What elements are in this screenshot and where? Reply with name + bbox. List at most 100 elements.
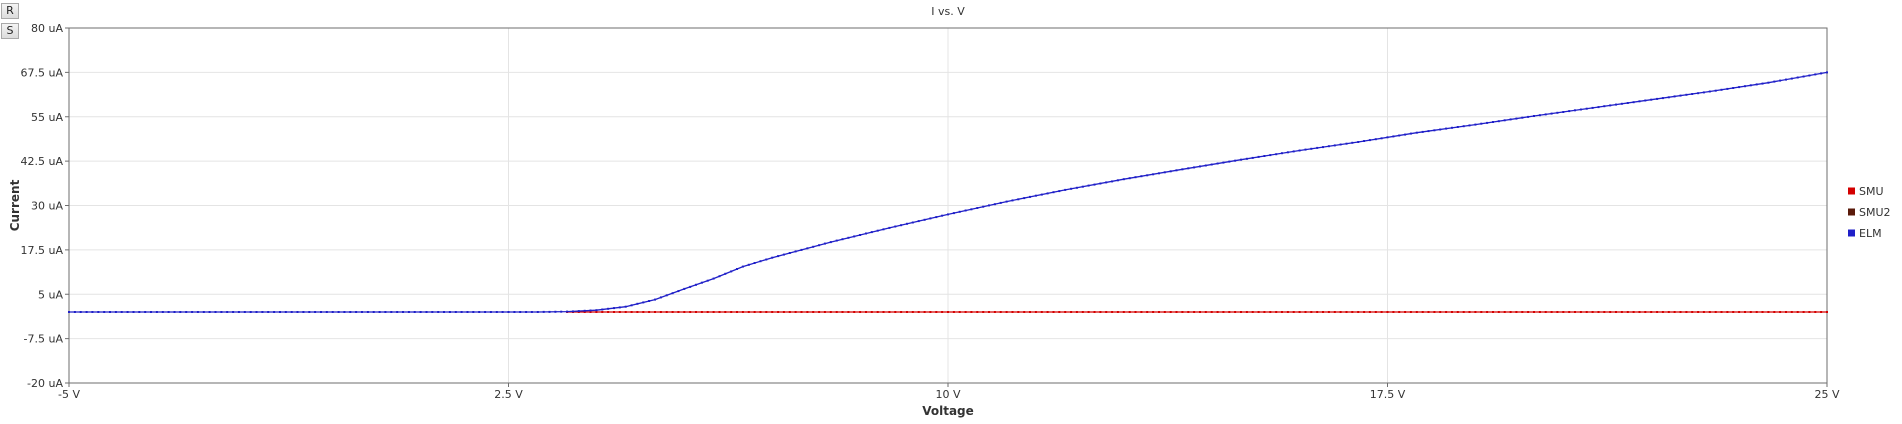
data-point xyxy=(103,311,106,313)
data-point xyxy=(1814,311,1817,313)
y-tick-label: 55 uA xyxy=(31,111,63,124)
legend-label: SMU xyxy=(1859,185,1884,198)
data-point xyxy=(1409,132,1412,135)
data-point xyxy=(1456,126,1459,128)
series-layer xyxy=(68,71,1828,313)
data-point xyxy=(700,281,703,284)
data-point xyxy=(1509,311,1512,313)
data-point xyxy=(1281,311,1283,313)
data-point xyxy=(1181,168,1184,171)
data-point xyxy=(1427,130,1430,133)
data-point xyxy=(1152,173,1155,176)
data-point xyxy=(741,311,744,313)
data-point xyxy=(1738,311,1741,313)
data-point xyxy=(1826,311,1828,313)
data-point xyxy=(1785,78,1787,81)
data-point xyxy=(1773,80,1776,83)
data-point xyxy=(196,311,199,313)
data-point xyxy=(343,311,346,313)
data-point xyxy=(355,311,358,313)
data-point xyxy=(1286,311,1289,313)
reset-button[interactable]: R xyxy=(1,3,19,19)
data-point xyxy=(167,311,170,313)
data-point xyxy=(85,311,88,313)
data-point xyxy=(1240,158,1242,161)
data-point xyxy=(214,311,217,313)
data-point xyxy=(917,220,920,223)
data-point xyxy=(1427,311,1430,313)
data-point xyxy=(1240,311,1242,313)
data-point xyxy=(1187,311,1190,313)
data-point xyxy=(155,311,158,313)
data-point xyxy=(1409,311,1412,313)
data-point xyxy=(1445,127,1448,130)
data-point xyxy=(1058,190,1061,193)
data-point xyxy=(1128,311,1131,313)
legend-item-elm: ELM xyxy=(1848,227,1882,240)
data-point xyxy=(947,311,949,313)
data-point xyxy=(1603,105,1606,108)
data-point xyxy=(208,311,211,313)
data-point xyxy=(1585,107,1588,110)
data-point xyxy=(865,232,867,235)
data-point xyxy=(1199,311,1201,313)
data-point xyxy=(1451,126,1453,129)
data-point xyxy=(249,311,252,313)
data-point xyxy=(448,311,451,313)
data-point xyxy=(947,213,949,216)
data-point xyxy=(999,201,1002,204)
data-point xyxy=(1456,311,1459,313)
data-point xyxy=(993,311,996,313)
y-axis: -20 uA -7.5 uA 5 uA 17.5 uA 30 uA 42.5 uA 55 u… xyxy=(21,22,69,390)
data-point xyxy=(900,311,903,313)
data-point xyxy=(484,311,487,313)
data-point xyxy=(1034,194,1037,197)
data-point xyxy=(1140,311,1143,313)
data-point xyxy=(1322,311,1324,313)
data-point xyxy=(372,311,375,313)
data-point xyxy=(1052,191,1055,194)
data-point xyxy=(202,311,205,313)
data-point xyxy=(1193,166,1196,169)
data-point xyxy=(782,311,785,313)
data-point xyxy=(753,311,756,313)
data-point xyxy=(1626,311,1629,313)
data-point xyxy=(607,311,610,313)
data-point xyxy=(648,311,651,313)
data-point xyxy=(706,311,709,313)
data-point xyxy=(952,212,955,215)
data-point xyxy=(1175,169,1178,172)
data-point xyxy=(888,226,891,229)
data-point xyxy=(923,218,926,221)
data-point xyxy=(1656,97,1659,100)
data-point xyxy=(1204,311,1207,313)
data-point xyxy=(120,311,123,313)
data-point xyxy=(812,245,815,248)
data-point xyxy=(788,311,791,313)
data-point xyxy=(1093,183,1096,186)
settings-button[interactable]: S xyxy=(1,23,19,39)
data-point xyxy=(1779,79,1782,82)
data-point xyxy=(1415,131,1418,134)
data-point xyxy=(583,309,586,312)
data-point xyxy=(1204,164,1207,167)
data-point xyxy=(290,311,293,313)
data-point xyxy=(1363,140,1366,142)
data-point xyxy=(1116,179,1119,182)
data-point xyxy=(1310,147,1313,150)
data-point xyxy=(1568,311,1571,313)
data-point xyxy=(1064,188,1067,191)
data-point xyxy=(1820,72,1823,75)
data-point xyxy=(466,311,469,313)
data-point xyxy=(1497,120,1500,123)
data-point xyxy=(888,311,891,313)
data-point xyxy=(1386,311,1389,313)
y-tick-label: -20 uA xyxy=(27,377,63,390)
data-point xyxy=(1023,311,1026,313)
data-point xyxy=(138,311,141,313)
data-point xyxy=(794,250,797,253)
data-point xyxy=(695,311,697,313)
data-point xyxy=(273,311,276,313)
data-point xyxy=(390,311,393,313)
